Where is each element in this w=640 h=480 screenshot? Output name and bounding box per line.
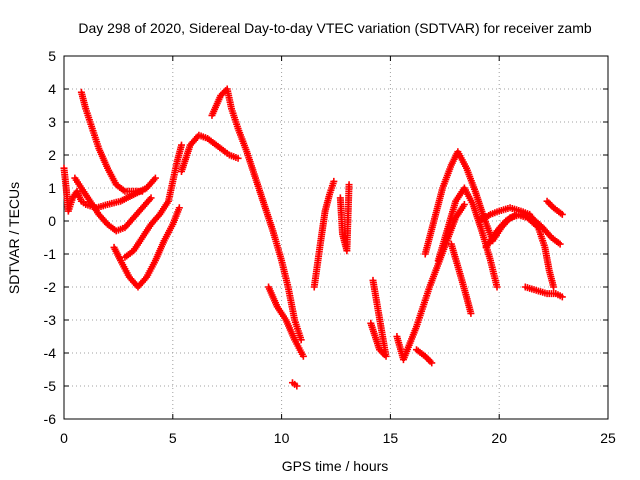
y-tick-label: -1 <box>44 246 57 262</box>
y-axis: -6 -5 -4 -3 -2 -1 0 1 2 3 4 5 <box>44 48 608 427</box>
data-point <box>460 201 468 208</box>
data-point <box>299 352 307 360</box>
y-tick-label: -2 <box>44 279 57 295</box>
data-point <box>297 336 305 344</box>
y-tick-label: -4 <box>44 345 57 361</box>
data-point <box>293 382 301 390</box>
data-point <box>147 194 155 202</box>
plot-frame <box>63 55 609 420</box>
data-point <box>330 177 338 185</box>
x-tick-label: 25 <box>600 430 616 446</box>
grid <box>64 56 608 419</box>
y-tick-label: 0 <box>48 213 56 229</box>
y-tick-label: 4 <box>48 81 56 97</box>
x-tick-label: 15 <box>383 430 399 446</box>
y-tick-label: -5 <box>44 378 57 394</box>
y-tick-label: 1 <box>48 180 56 196</box>
data-point <box>534 224 542 232</box>
y-tick-label: 5 <box>48 48 56 64</box>
chart-title: Day 298 of 2020, Sidereal Day-to-day VTE… <box>78 20 591 36</box>
x-tick-label: 0 <box>60 430 68 446</box>
data-point <box>345 181 353 189</box>
y-tick-label: 3 <box>48 114 56 130</box>
x-axis-label: GPS time / hours <box>282 458 389 474</box>
data-point <box>550 283 558 291</box>
y-tick-label: -3 <box>44 312 57 328</box>
data-point <box>467 309 475 317</box>
data-point <box>369 276 377 284</box>
data-point <box>151 174 159 182</box>
data-markers <box>60 85 566 390</box>
y-tick-label: 2 <box>48 147 56 163</box>
data-point <box>558 293 566 301</box>
y-axis-label: SDTVAR / TECUs <box>6 182 22 294</box>
y-tick-label: -6 <box>44 411 57 427</box>
data-point <box>556 240 564 248</box>
data-point <box>234 154 242 162</box>
data-point <box>493 283 501 291</box>
data-point <box>178 141 186 149</box>
data-point <box>558 210 566 218</box>
x-tick-label: 5 <box>169 430 177 446</box>
data-point <box>428 359 436 367</box>
x-tick-label: 20 <box>491 430 507 446</box>
data-point <box>175 204 183 212</box>
x-axis: 0 5 10 15 20 25 <box>60 56 616 446</box>
x-tick-label: 10 <box>274 430 290 446</box>
